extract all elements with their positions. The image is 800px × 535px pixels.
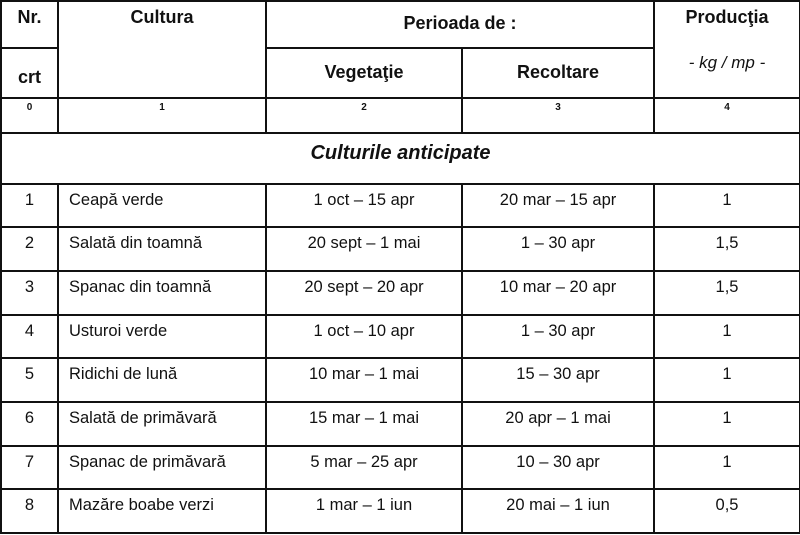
table-row: 5 Ridichi de lună 10 mar – 1 mai 15 – 30… [0, 357, 800, 403]
cell-cultura: Ceapă verde [57, 182, 267, 229]
cell-cultura: Spanac de primăvară [57, 444, 267, 491]
cell-vegetatie: 20 sept – 1 mai [265, 226, 463, 273]
header-unit: - kg / mp - [688, 52, 766, 72]
cell-nr: 2 [0, 226, 59, 273]
cell-productia: 1 [653, 400, 800, 447]
cell-nr: 8 [0, 488, 59, 534]
header-row-2: crt Vegetaţie Recoltare [0, 46, 800, 100]
cell-nr: 7 [0, 444, 59, 491]
cell-vegetatie: 10 mar – 1 mai [265, 357, 463, 403]
cell-vegetatie: 1 oct – 15 apr [265, 182, 463, 229]
section-row: Culturile anticipate [0, 131, 800, 185]
header-recoltare: Recoltare [460, 46, 656, 100]
cell-nr: 5 [0, 357, 59, 403]
cell-recoltare: 1 – 30 apr [460, 226, 656, 273]
table-row: 3 Spanac din toamnă 20 sept – 20 apr 10 … [0, 270, 800, 316]
header-cultura: Cultura [57, 0, 267, 100]
cell-productia: 1 [653, 182, 800, 229]
header-productia: Producţia - kg / mp - [653, 0, 800, 100]
header-vegetatie: Vegetaţie [265, 46, 463, 100]
cell-vegetatie: 1 mar – 1 iun [265, 488, 463, 534]
cell-recoltare: 20 mai – 1 iun [460, 488, 656, 534]
cell-cultura: Mazăre boabe verzi [57, 488, 267, 534]
cell-nr: 4 [0, 313, 59, 360]
header-perioada: Perioada de : [264, 0, 656, 49]
table-row: 6 Salată de primăvară 15 mar – 1 mai 20 … [0, 400, 800, 447]
section-title: Culturile anticipate [0, 131, 800, 185]
cell-productia: 1 [653, 357, 800, 403]
cell-nr: 1 [0, 182, 59, 229]
cell-productia: 1,5 [653, 226, 800, 273]
column-index: 1 [57, 97, 267, 134]
column-index: 0 [0, 97, 59, 134]
cell-productia: 0,5 [653, 488, 800, 534]
cell-recoltare: 10 mar – 20 apr [460, 270, 656, 316]
cell-nr: 6 [0, 400, 59, 447]
cell-cultura: Spanac din toamnă [57, 270, 267, 316]
cell-cultura: Ridichi de lună [57, 357, 267, 403]
cell-vegetatie: 15 mar – 1 mai [265, 400, 463, 447]
cell-cultura: Usturoi verde [57, 313, 267, 360]
column-index: 2 [265, 97, 463, 134]
table-row: 7 Spanac de primăvară 5 mar – 25 apr 10 … [0, 444, 800, 491]
table-row: 1 Ceapă verde 1 oct – 15 apr 20 mar – 15… [0, 182, 800, 229]
cell-recoltare: 20 apr – 1 mai [460, 400, 656, 447]
table-row: 4 Usturoi verde 1 oct – 10 apr 1 – 30 ap… [0, 313, 800, 360]
cell-recoltare: 10 – 30 apr [460, 444, 656, 491]
cell-productia: 1 [653, 444, 800, 491]
cell-recoltare: 20 mar – 15 apr [460, 182, 656, 229]
cell-recoltare: 1 – 30 apr [460, 313, 656, 360]
column-index-row: 0 1 2 3 4 [0, 97, 800, 134]
cell-vegetatie: 20 sept – 20 apr [265, 270, 463, 316]
cell-vegetatie: 5 mar – 25 apr [265, 444, 463, 491]
cell-recoltare: 15 – 30 apr [460, 357, 656, 403]
column-index: 3 [460, 97, 656, 134]
header-nr: Nr. [0, 0, 59, 49]
table-row: 8 Mazăre boabe verzi 1 mar – 1 iun 20 ma… [0, 488, 800, 534]
header-row-1: Nr. Cultura Perioada de : Producţia - kg … [0, 0, 800, 100]
cell-vegetatie: 1 oct – 10 apr [265, 313, 463, 360]
column-index: 4 [653, 97, 800, 134]
header-productia-label: Producţia [685, 7, 769, 27]
header-crt: crt [0, 46, 59, 100]
cell-productia: 1 [653, 313, 800, 360]
cell-cultura: Salată din toamnă [57, 226, 267, 273]
cell-cultura: Salată de primăvară [57, 400, 267, 447]
cell-productia: 1,5 [653, 270, 800, 316]
table-row: 2 Salată din toamnă 20 sept – 1 mai 1 – … [0, 226, 800, 273]
cell-nr: 3 [0, 270, 59, 316]
